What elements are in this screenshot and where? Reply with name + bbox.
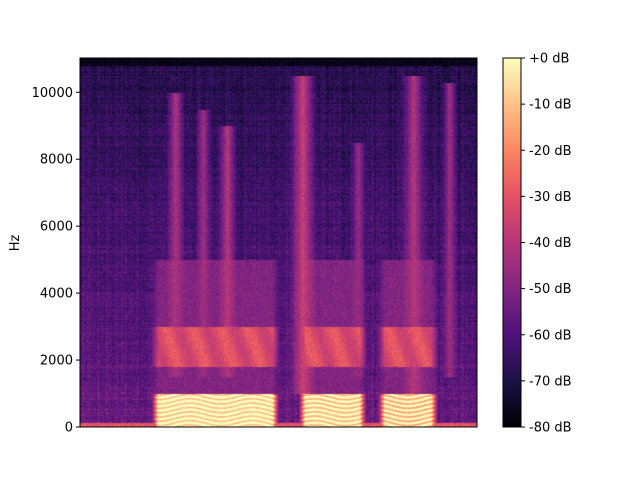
colorbar-tick-label: -10 dB — [529, 98, 572, 113]
y-tick-label: 8000 — [40, 153, 73, 168]
colorbar-tick-label: +0 dB — [529, 52, 569, 67]
colorbar-tick-label: -50 dB — [529, 282, 572, 297]
colorbar-tick-label: -30 dB — [529, 190, 572, 205]
colorbar-tick-label: -70 dB — [529, 374, 572, 389]
colorbar-tick-label: -80 dB — [529, 421, 572, 436]
spectrogram-heatmap — [80, 58, 477, 427]
colorbar-tick-label: -40 dB — [529, 236, 572, 251]
spectrogram-plot — [80, 58, 477, 427]
plot-frame — [79, 57, 478, 428]
y-tick-label: 6000 — [40, 220, 73, 235]
colorbar-tick-label: -20 dB — [529, 144, 572, 159]
colorbar-axis: +0 dB -10 dB -20 dB -30 dB -40 dB -50 dB -60 d… — [521, 52, 572, 436]
colorbar — [502, 57, 522, 428]
y-axis: 0 2000 4000 6000 8000 10000 — [32, 86, 80, 436]
colorbar-tick-label: -60 dB — [529, 328, 572, 343]
y-tick-label: 10000 — [32, 86, 73, 101]
y-tick-label: 2000 — [40, 354, 73, 369]
y-tick-label: 4000 — [40, 287, 73, 302]
y-tick-label: 0 — [65, 421, 73, 436]
y-axis-label: Hz — [8, 235, 23, 252]
